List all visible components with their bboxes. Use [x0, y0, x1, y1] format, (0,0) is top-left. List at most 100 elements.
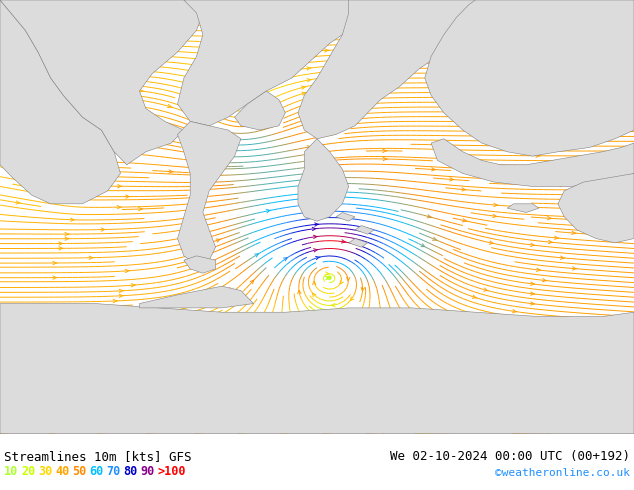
Polygon shape	[349, 239, 368, 247]
Text: 30: 30	[38, 465, 52, 478]
Text: We 02-10-2024 00:00 UTC (00+192): We 02-10-2024 00:00 UTC (00+192)	[390, 450, 630, 463]
FancyArrowPatch shape	[283, 258, 287, 261]
FancyArrowPatch shape	[314, 183, 318, 186]
FancyArrowPatch shape	[531, 292, 535, 295]
FancyArrowPatch shape	[23, 408, 27, 411]
FancyArrowPatch shape	[543, 279, 547, 282]
FancyArrowPatch shape	[314, 223, 319, 226]
Polygon shape	[355, 225, 374, 234]
FancyArrowPatch shape	[89, 97, 94, 100]
FancyArrowPatch shape	[455, 406, 459, 409]
FancyArrowPatch shape	[331, 70, 335, 73]
FancyArrowPatch shape	[472, 295, 477, 298]
FancyArrowPatch shape	[252, 333, 256, 336]
FancyArrowPatch shape	[169, 130, 173, 134]
FancyArrowPatch shape	[432, 237, 437, 241]
FancyArrowPatch shape	[315, 210, 320, 213]
FancyArrowPatch shape	[219, 401, 224, 404]
FancyArrowPatch shape	[237, 328, 240, 331]
FancyArrowPatch shape	[200, 318, 204, 320]
FancyArrowPatch shape	[260, 429, 264, 433]
FancyArrowPatch shape	[84, 359, 88, 362]
FancyArrowPatch shape	[484, 288, 488, 291]
FancyArrowPatch shape	[489, 241, 494, 245]
FancyArrowPatch shape	[313, 13, 317, 17]
FancyArrowPatch shape	[531, 302, 535, 305]
FancyArrowPatch shape	[536, 154, 540, 157]
Text: 50: 50	[72, 465, 86, 478]
FancyArrowPatch shape	[59, 305, 63, 309]
FancyArrowPatch shape	[149, 317, 153, 320]
FancyArrowPatch shape	[309, 400, 313, 403]
FancyArrowPatch shape	[383, 157, 387, 161]
FancyArrowPatch shape	[90, 417, 94, 421]
FancyArrowPatch shape	[614, 221, 619, 225]
FancyArrowPatch shape	[65, 237, 69, 241]
FancyArrowPatch shape	[139, 89, 143, 92]
Polygon shape	[298, 0, 482, 139]
Polygon shape	[178, 122, 241, 265]
FancyArrowPatch shape	[313, 33, 317, 37]
FancyArrowPatch shape	[316, 403, 320, 406]
FancyArrowPatch shape	[571, 0, 576, 1]
Polygon shape	[184, 256, 216, 273]
FancyArrowPatch shape	[495, 323, 499, 326]
FancyArrowPatch shape	[139, 398, 143, 401]
FancyArrowPatch shape	[70, 218, 75, 221]
FancyArrowPatch shape	[314, 217, 319, 220]
FancyArrowPatch shape	[169, 327, 173, 331]
FancyArrowPatch shape	[89, 256, 93, 259]
FancyArrowPatch shape	[494, 115, 498, 119]
FancyArrowPatch shape	[547, 431, 551, 434]
FancyArrowPatch shape	[338, 318, 342, 321]
FancyArrowPatch shape	[310, 192, 314, 195]
Text: ©weatheronline.co.uk: ©weatheronline.co.uk	[495, 468, 630, 478]
FancyArrowPatch shape	[297, 291, 301, 294]
FancyArrowPatch shape	[313, 177, 318, 181]
FancyArrowPatch shape	[150, 112, 155, 116]
Polygon shape	[0, 304, 634, 434]
FancyArrowPatch shape	[117, 205, 122, 209]
FancyArrowPatch shape	[494, 341, 498, 343]
FancyArrowPatch shape	[313, 196, 316, 199]
FancyArrowPatch shape	[302, 92, 306, 96]
FancyArrowPatch shape	[215, 328, 220, 331]
FancyArrowPatch shape	[125, 270, 129, 272]
FancyArrowPatch shape	[572, 231, 576, 235]
FancyArrowPatch shape	[542, 164, 547, 167]
FancyArrowPatch shape	[216, 239, 221, 242]
FancyArrowPatch shape	[143, 422, 147, 425]
Text: 80: 80	[123, 465, 137, 478]
FancyArrowPatch shape	[519, 321, 523, 324]
FancyArrowPatch shape	[155, 348, 160, 351]
FancyArrowPatch shape	[134, 94, 139, 97]
FancyArrowPatch shape	[345, 334, 349, 337]
FancyArrowPatch shape	[118, 185, 122, 188]
FancyArrowPatch shape	[288, 337, 292, 341]
FancyArrowPatch shape	[451, 100, 456, 104]
FancyArrowPatch shape	[16, 201, 20, 204]
FancyArrowPatch shape	[84, 403, 88, 406]
FancyArrowPatch shape	[382, 333, 385, 336]
Text: 90: 90	[140, 465, 154, 478]
FancyArrowPatch shape	[446, 352, 451, 355]
FancyArrowPatch shape	[451, 105, 456, 109]
FancyArrowPatch shape	[59, 242, 63, 245]
FancyArrowPatch shape	[486, 421, 490, 425]
FancyArrowPatch shape	[307, 146, 312, 149]
FancyArrowPatch shape	[89, 87, 94, 91]
FancyArrowPatch shape	[462, 426, 466, 430]
FancyArrowPatch shape	[53, 276, 57, 279]
FancyArrowPatch shape	[145, 121, 149, 124]
FancyArrowPatch shape	[314, 364, 319, 368]
FancyArrowPatch shape	[331, 303, 335, 307]
FancyArrowPatch shape	[84, 392, 88, 396]
FancyArrowPatch shape	[113, 299, 117, 303]
FancyArrowPatch shape	[313, 172, 318, 174]
FancyArrowPatch shape	[235, 302, 239, 305]
FancyArrowPatch shape	[102, 353, 106, 357]
FancyArrowPatch shape	[354, 325, 357, 329]
FancyArrowPatch shape	[453, 420, 457, 423]
FancyArrowPatch shape	[218, 165, 222, 168]
FancyArrowPatch shape	[325, 314, 330, 317]
